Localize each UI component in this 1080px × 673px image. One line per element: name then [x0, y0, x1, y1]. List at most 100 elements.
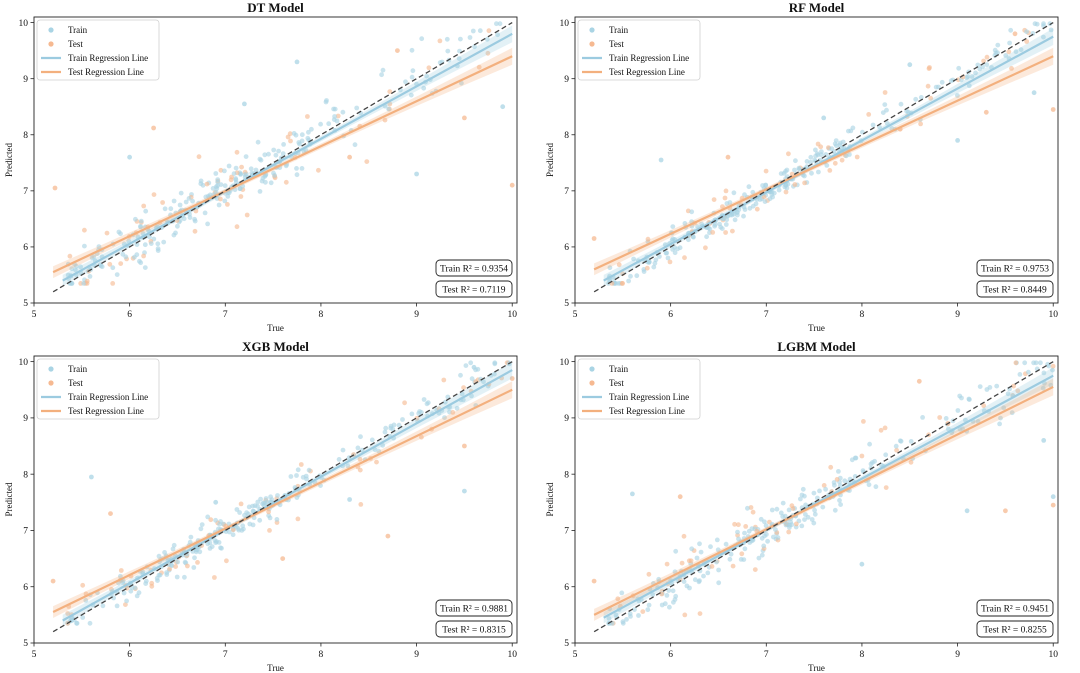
legend-test-line-label: Test Regression Line [609, 67, 685, 77]
test-point [679, 560, 685, 566]
train-point [657, 254, 662, 259]
train-point [811, 490, 817, 496]
train-point [299, 166, 305, 171]
test-r2-box: Test R² = 0.8255 [976, 620, 1054, 638]
train-point [73, 267, 78, 273]
train-point [873, 484, 879, 490]
test-regression-line [593, 55, 1054, 271]
train-point [234, 507, 240, 512]
train-point [750, 189, 756, 195]
test-point [382, 117, 388, 123]
train-point [775, 535, 781, 540]
train-point [745, 505, 750, 511]
y-tick-label: 7 [564, 187, 569, 197]
train-point [100, 603, 106, 609]
train-point [192, 555, 197, 561]
test-point [646, 571, 652, 577]
train-point [1031, 90, 1037, 96]
train-point [770, 194, 775, 200]
test-point [160, 200, 166, 205]
train-point [347, 497, 352, 502]
test-point [1050, 107, 1056, 112]
test-point [283, 179, 289, 185]
train-point [920, 415, 925, 420]
test-point [926, 66, 932, 71]
test-regression-line [593, 385, 1054, 616]
train-point [188, 534, 194, 540]
y-tick-label: 9 [23, 414, 28, 424]
plot-frame [574, 16, 1059, 304]
train-point [121, 590, 127, 596]
train-point [780, 500, 786, 506]
train-point [240, 523, 246, 529]
train-point [793, 158, 798, 164]
test-point [748, 505, 754, 510]
train-point [231, 171, 237, 177]
train-point [258, 496, 263, 502]
train-r2-box: Train R² = 0.9451 [976, 599, 1054, 617]
plot-area [591, 21, 1056, 293]
train-point [134, 593, 140, 599]
plot-area [591, 360, 1056, 633]
train-point [294, 59, 300, 65]
train-point [242, 172, 248, 178]
train-point [468, 360, 474, 366]
test-point [295, 516, 301, 522]
test-point [937, 415, 943, 420]
train-point [459, 80, 464, 86]
legend: Train Test Train Regression Line Test Regre… [577, 19, 701, 81]
train-point [732, 217, 738, 223]
train-point [169, 563, 175, 569]
test-point [619, 281, 625, 286]
test-point [141, 253, 147, 259]
train-point [309, 126, 314, 132]
train-point [645, 607, 651, 613]
panel-rf: RF Model 5 6 7 8 9 10 5 6 7 8 9 10 True Predicted Train… [545, 0, 1059, 333]
plot-area [50, 360, 515, 633]
y-tick-label: 8 [564, 131, 569, 141]
train-point [804, 159, 810, 164]
train-point [250, 508, 256, 514]
test-point [426, 65, 432, 71]
train-point [294, 166, 299, 171]
y-tick-label: 10 [560, 358, 570, 368]
train-point [213, 517, 219, 523]
test-point [509, 182, 515, 188]
x-tick-label: 9 [955, 650, 960, 660]
train-point [1047, 21, 1053, 27]
train-point [372, 447, 378, 453]
train-point [379, 72, 384, 78]
train-point [276, 148, 281, 154]
train-point [1024, 29, 1029, 35]
x-tick-label: 6 [668, 310, 673, 320]
train-point [880, 110, 886, 115]
x-tick-label: 10 [507, 310, 517, 320]
legend-train-label: Train [609, 364, 629, 374]
train-point [226, 163, 232, 169]
test-point [476, 64, 482, 70]
test-point [1006, 49, 1012, 55]
train-point [836, 469, 841, 474]
test-point [204, 181, 210, 187]
test-r2-text: Test R² = 0.8255 [983, 626, 1047, 636]
test-point [239, 164, 245, 170]
train-point [484, 36, 490, 42]
test-point [616, 262, 622, 268]
train-point [80, 615, 86, 620]
train-point [630, 491, 635, 497]
train-point [769, 507, 775, 513]
train-point [217, 521, 222, 527]
x-tick-label: 6 [127, 650, 132, 660]
train-point [800, 486, 806, 492]
train-point [246, 504, 252, 510]
train-point [467, 35, 473, 40]
train-point [376, 448, 382, 454]
legend-train-marker [48, 27, 54, 33]
train-point [817, 488, 822, 494]
train-point [813, 147, 818, 153]
test-point [916, 378, 922, 384]
train-point [74, 620, 80, 626]
x-tick-label: 7 [764, 650, 769, 660]
test-point [883, 485, 889, 490]
